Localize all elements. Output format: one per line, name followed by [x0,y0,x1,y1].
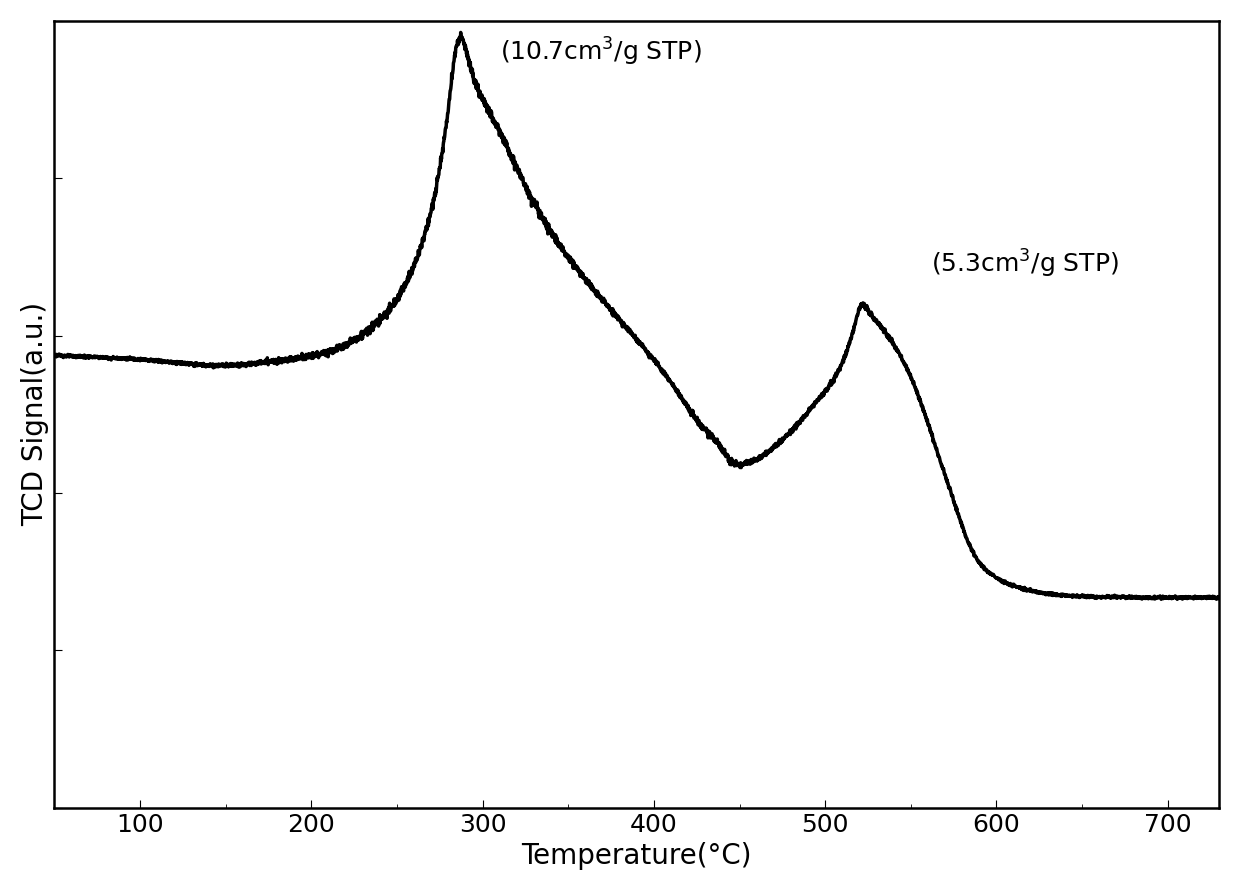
X-axis label: Temperature(°C): Temperature(°C) [522,842,751,871]
Text: (10.7cm$^3$/g STP): (10.7cm$^3$/g STP) [500,36,702,68]
Y-axis label: TCD Signal(a.u.): TCD Signal(a.u.) [21,302,48,527]
Text: (5.3cm$^3$/g STP): (5.3cm$^3$/g STP) [931,248,1120,280]
